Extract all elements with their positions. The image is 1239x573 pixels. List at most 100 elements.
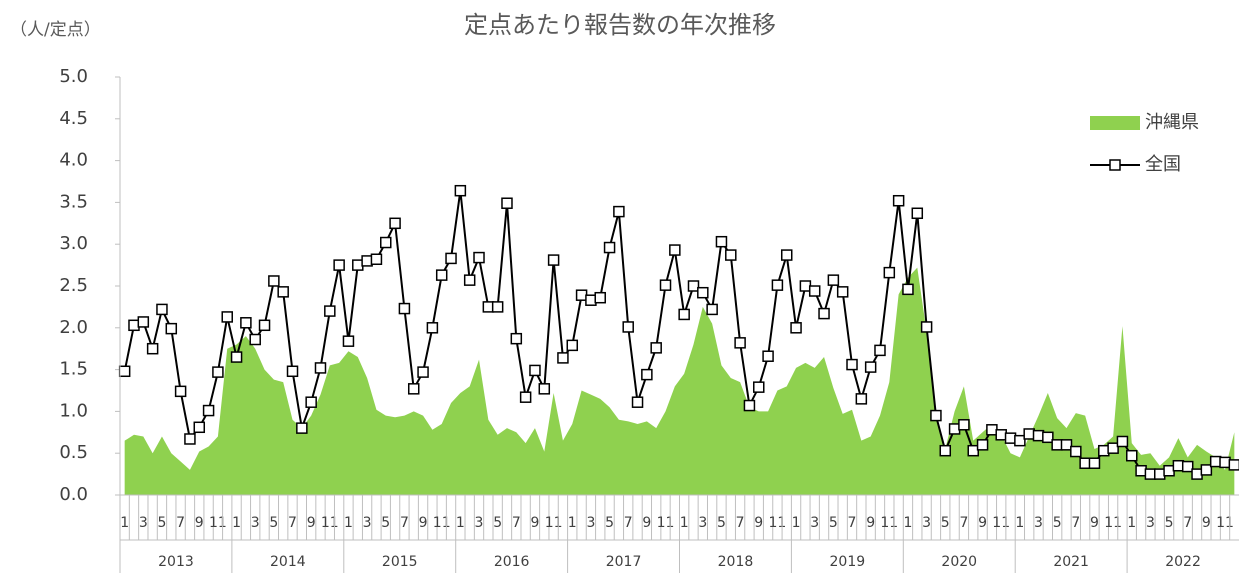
marker bbox=[967, 444, 979, 457]
marker bbox=[314, 362, 327, 374]
marker bbox=[491, 301, 504, 313]
marker bbox=[799, 280, 812, 292]
y-tick-label: 4.0 bbox=[59, 150, 88, 171]
marker bbox=[230, 351, 243, 363]
area bbox=[124, 267, 1235, 495]
marker bbox=[902, 283, 914, 296]
marker bbox=[165, 322, 178, 335]
marker bbox=[193, 421, 206, 434]
marker bbox=[1126, 449, 1138, 462]
x-tick-label: 7 bbox=[512, 515, 521, 531]
marker bbox=[1079, 457, 1091, 469]
year-label: 2018 bbox=[718, 554, 754, 570]
marker bbox=[1023, 428, 1035, 440]
x-tick-label: 11 bbox=[992, 515, 1010, 531]
legend-label: 沖縄県 bbox=[1145, 112, 1199, 133]
x-tick-label: 7 bbox=[848, 515, 857, 531]
marker bbox=[1181, 460, 1194, 473]
x-tick-label: 5 bbox=[1053, 515, 1062, 531]
marker bbox=[753, 381, 765, 393]
marker bbox=[659, 279, 672, 291]
marker bbox=[846, 358, 858, 371]
x-tick-label: 3 bbox=[698, 515, 707, 531]
marker bbox=[240, 317, 252, 329]
marker bbox=[641, 368, 653, 381]
marker bbox=[407, 383, 420, 395]
marker bbox=[1135, 465, 1147, 477]
marker bbox=[1144, 468, 1157, 480]
x-tick-label: 3 bbox=[139, 515, 148, 531]
marker bbox=[566, 339, 579, 352]
y-tick-label: 1.0 bbox=[59, 400, 88, 421]
marker bbox=[864, 361, 877, 373]
marker bbox=[771, 279, 784, 291]
marker bbox=[939, 444, 952, 457]
marker bbox=[212, 366, 224, 378]
x-tick-label: 1 bbox=[904, 515, 913, 531]
marker bbox=[1163, 465, 1175, 477]
x-tick-label: 11 bbox=[768, 515, 786, 531]
marker bbox=[286, 365, 299, 378]
marker bbox=[1191, 468, 1203, 480]
marker bbox=[519, 391, 532, 403]
y-tick-label: 4.5 bbox=[59, 108, 88, 129]
marker bbox=[184, 433, 196, 445]
x-tick-label: 1 bbox=[568, 515, 577, 531]
marker bbox=[510, 332, 523, 345]
marker bbox=[296, 422, 308, 434]
x-tick-label: 5 bbox=[269, 515, 278, 531]
marker bbox=[547, 254, 560, 266]
marker bbox=[352, 259, 364, 271]
marker bbox=[454, 184, 467, 197]
x-tick-label: 11 bbox=[433, 515, 451, 531]
marker bbox=[808, 285, 821, 297]
marker bbox=[780, 249, 793, 261]
x-tick-label: 7 bbox=[176, 515, 185, 531]
x-tick-label: 3 bbox=[810, 515, 819, 531]
marker bbox=[324, 305, 336, 317]
marker bbox=[417, 366, 429, 378]
marker bbox=[398, 302, 411, 315]
x-tick-label: 5 bbox=[381, 515, 390, 531]
marker bbox=[650, 342, 662, 354]
marker bbox=[622, 321, 634, 333]
x-tick-label: 9 bbox=[419, 515, 428, 531]
marker bbox=[473, 251, 485, 264]
marker bbox=[836, 286, 849, 298]
marker bbox=[137, 316, 150, 328]
x-tick-label: 1 bbox=[456, 515, 465, 531]
x-tick-label: 11 bbox=[1104, 515, 1122, 531]
marker bbox=[790, 322, 802, 334]
marker bbox=[1098, 444, 1110, 457]
x-tick-label: 1 bbox=[232, 515, 241, 531]
marker bbox=[1051, 439, 1063, 451]
marker bbox=[1209, 455, 1222, 468]
x-tick-label: 3 bbox=[475, 515, 484, 531]
x-tick-label: 7 bbox=[1183, 515, 1192, 531]
marker bbox=[594, 291, 606, 304]
x-tick-label: 5 bbox=[493, 515, 502, 531]
marker bbox=[445, 252, 457, 265]
x-tick-label: 11 bbox=[545, 515, 563, 531]
year-label: 2021 bbox=[1053, 554, 1089, 570]
x-tick-label: 9 bbox=[978, 515, 987, 531]
x-tick-label: 9 bbox=[195, 515, 204, 531]
x-tick-label: 11 bbox=[657, 515, 675, 531]
x-tick-label: 7 bbox=[400, 515, 409, 531]
marker bbox=[361, 255, 373, 267]
marker bbox=[697, 286, 709, 299]
x-tick-label: 3 bbox=[251, 515, 260, 531]
marker bbox=[538, 383, 551, 395]
marker bbox=[1014, 434, 1026, 447]
chart-title: 定点あたり報告数の年次推移 bbox=[464, 11, 776, 39]
marker bbox=[268, 275, 280, 287]
x-tick-label: 9 bbox=[754, 515, 763, 531]
y-unit: （人/定点） bbox=[10, 20, 101, 40]
marker bbox=[818, 307, 830, 320]
marker bbox=[118, 365, 131, 378]
y-tick-label: 0.5 bbox=[59, 442, 88, 463]
marker bbox=[827, 274, 840, 286]
marker bbox=[1004, 432, 1017, 444]
x-tick-label: 5 bbox=[605, 515, 614, 531]
